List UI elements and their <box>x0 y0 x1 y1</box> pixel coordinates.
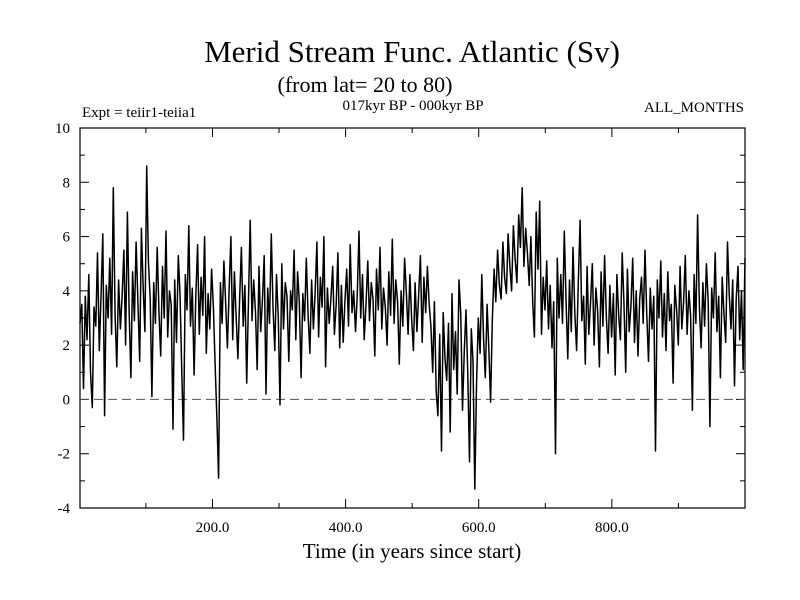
y-tick-label: 4 <box>63 284 71 300</box>
period-label: 017kyr BP - 000kyr BP <box>342 98 483 114</box>
y-tick-label: -4 <box>58 501 71 517</box>
x-tick-label: 400.0 <box>329 520 363 536</box>
y-tick-label: 10 <box>55 121 70 137</box>
y-tick-label: -2 <box>58 447 71 463</box>
x-axis-label: Time (in years since start) <box>303 539 522 563</box>
experiment-label: Expt = teiir1-teiia1 <box>82 105 196 121</box>
y-axis: -4 -2 0 2 4 6 8 10 <box>55 121 745 517</box>
x-tick-label: 600.0 <box>462 520 496 536</box>
x-tick-label: 800.0 <box>595 520 629 536</box>
y-tick-label: 0 <box>63 392 71 408</box>
y-tick-label: 8 <box>63 175 71 191</box>
y-tick-label: 6 <box>63 230 71 246</box>
plot-area <box>79 127 746 509</box>
y-tick-label: 2 <box>63 338 71 354</box>
season-label: ALL_MONTHS <box>644 100 744 116</box>
series-line <box>79 165 746 490</box>
x-axis: 200.0 400.0 600.0 800.0 <box>145 128 679 536</box>
chart-title: Merid Stream Func. Atlantic (Sv) <box>204 34 620 69</box>
x-tick-label: 200.0 <box>196 520 230 536</box>
chart-subtitle: (from lat= 20 to 80) <box>278 72 453 97</box>
